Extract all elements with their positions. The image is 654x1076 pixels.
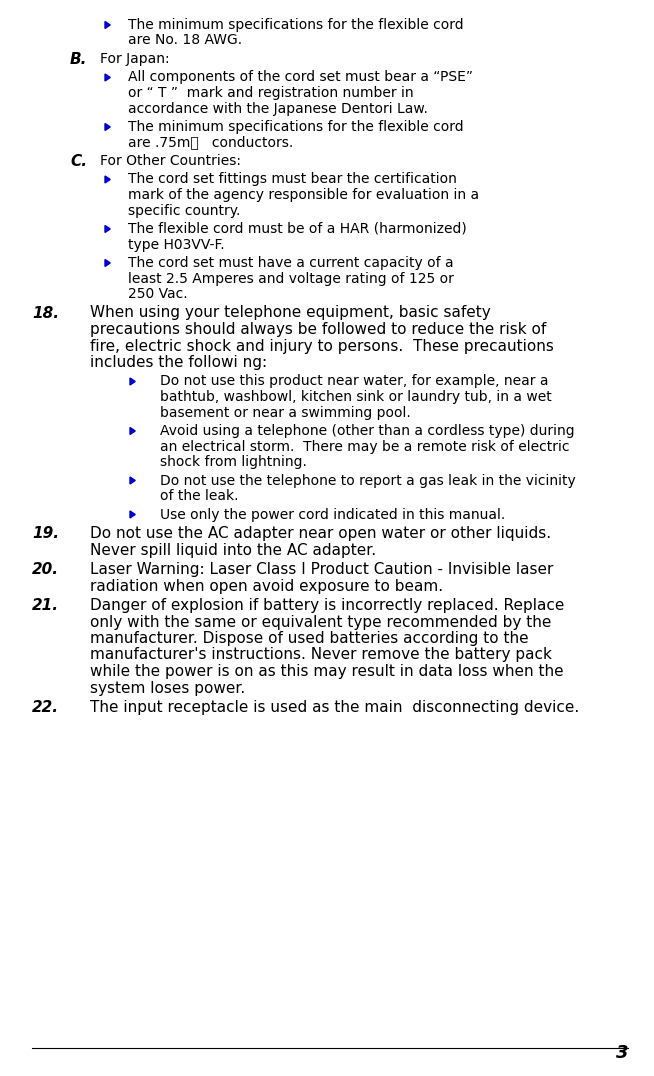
Text: The input receptacle is used as the main  disconnecting device.: The input receptacle is used as the main… (90, 700, 579, 714)
Text: Do not use the telephone to report a gas leak in the vicinity: Do not use the telephone to report a gas… (160, 473, 576, 487)
Text: are No. 18 AWG.: are No. 18 AWG. (128, 33, 242, 47)
Text: The cord set fittings must bear the certification: The cord set fittings must bear the cert… (128, 172, 457, 186)
Text: are .75m㎡   conductors.: are .75m㎡ conductors. (128, 136, 293, 150)
Text: All components of the cord set must bear a “PSE”: All components of the cord set must bear… (128, 71, 473, 85)
Text: The cord set must have a current capacity of a: The cord set must have a current capacit… (128, 256, 454, 270)
Text: system loses power.: system loses power. (90, 680, 245, 695)
Text: 19.: 19. (32, 526, 59, 541)
Text: radiation when open avoid exposure to beam.: radiation when open avoid exposure to be… (90, 579, 443, 594)
Text: C.: C. (70, 154, 87, 169)
Text: Never spill liquid into the AC adapter.: Never spill liquid into the AC adapter. (90, 542, 376, 557)
Text: an electrical storm.  There may be a remote risk of electric: an electrical storm. There may be a remo… (160, 439, 570, 453)
Polygon shape (105, 124, 111, 130)
Text: type H03VV-F.: type H03VV-F. (128, 238, 224, 252)
Text: 22.: 22. (32, 700, 59, 714)
Text: Avoid using a telephone (other than a cordless type) during: Avoid using a telephone (other than a co… (160, 424, 575, 438)
Text: least 2.5 Amperes and voltage rating of 125 or: least 2.5 Amperes and voltage rating of … (128, 271, 454, 285)
Text: The minimum specifications for the flexible cord: The minimum specifications for the flexi… (128, 18, 464, 32)
Text: accordance with the Japanese Dentori Law.: accordance with the Japanese Dentori Law… (128, 101, 428, 115)
Text: B.: B. (70, 52, 88, 67)
Text: 21.: 21. (32, 598, 59, 613)
Text: only with the same or equivalent type recommended by the: only with the same or equivalent type re… (90, 614, 551, 629)
Text: fire, electric shock and injury to persons.  These precautions: fire, electric shock and injury to perso… (90, 339, 554, 354)
Polygon shape (130, 427, 135, 435)
Text: 20.: 20. (32, 562, 59, 577)
Polygon shape (105, 176, 111, 183)
Text: Do not use the AC adapter near open water or other liquids.: Do not use the AC adapter near open wate… (90, 526, 551, 541)
Text: manufacturer. Dispose of used batteries according to the: manufacturer. Dispose of used batteries … (90, 631, 528, 646)
Text: Do not use this product near water, for example, near a: Do not use this product near water, for … (160, 374, 549, 388)
Text: includes the followi ng:: includes the followi ng: (90, 355, 267, 370)
Text: The flexible cord must be of a HAR (harmonized): The flexible cord must be of a HAR (harm… (128, 222, 467, 236)
Text: 3: 3 (615, 1044, 628, 1062)
Text: Use only the power cord indicated in this manual.: Use only the power cord indicated in thi… (160, 508, 506, 522)
Polygon shape (130, 378, 135, 385)
Text: mark of the agency responsible for evaluation in a: mark of the agency responsible for evalu… (128, 188, 479, 202)
Text: Laser Warning: Laser Class I Product Caution - Invisible laser: Laser Warning: Laser Class I Product Cau… (90, 562, 553, 577)
Polygon shape (105, 259, 111, 267)
Text: For Other Countries:: For Other Countries: (100, 154, 241, 168)
Polygon shape (105, 226, 111, 232)
Text: When using your telephone equipment, basic safety: When using your telephone equipment, bas… (90, 306, 490, 321)
Polygon shape (130, 511, 135, 518)
Text: shock from lightning.: shock from lightning. (160, 455, 307, 469)
Polygon shape (105, 74, 111, 81)
Text: 250 Vac.: 250 Vac. (128, 287, 188, 301)
Text: Danger of explosion if battery is incorrectly replaced. Replace: Danger of explosion if battery is incorr… (90, 598, 564, 613)
Text: of the leak.: of the leak. (160, 489, 239, 502)
Text: 18.: 18. (32, 306, 59, 321)
Text: The minimum specifications for the flexible cord: The minimum specifications for the flexi… (128, 121, 464, 134)
Text: basement or near a swimming pool.: basement or near a swimming pool. (160, 406, 411, 420)
Text: while the power is on as this may result in data loss when the: while the power is on as this may result… (90, 664, 564, 679)
Text: manufacturer's instructions. Never remove the battery pack: manufacturer's instructions. Never remov… (90, 648, 552, 663)
Text: or “ T ”  mark and registration number in: or “ T ” mark and registration number in (128, 86, 413, 100)
Text: bathtub, washbowl, kitchen sink or laundry tub, in a wet: bathtub, washbowl, kitchen sink or laund… (160, 390, 552, 404)
Polygon shape (105, 22, 111, 28)
Text: For Japan:: For Japan: (100, 52, 169, 66)
Polygon shape (130, 477, 135, 484)
Text: specific country.: specific country. (128, 203, 241, 217)
Text: precautions should always be followed to reduce the risk of: precautions should always be followed to… (90, 322, 546, 337)
